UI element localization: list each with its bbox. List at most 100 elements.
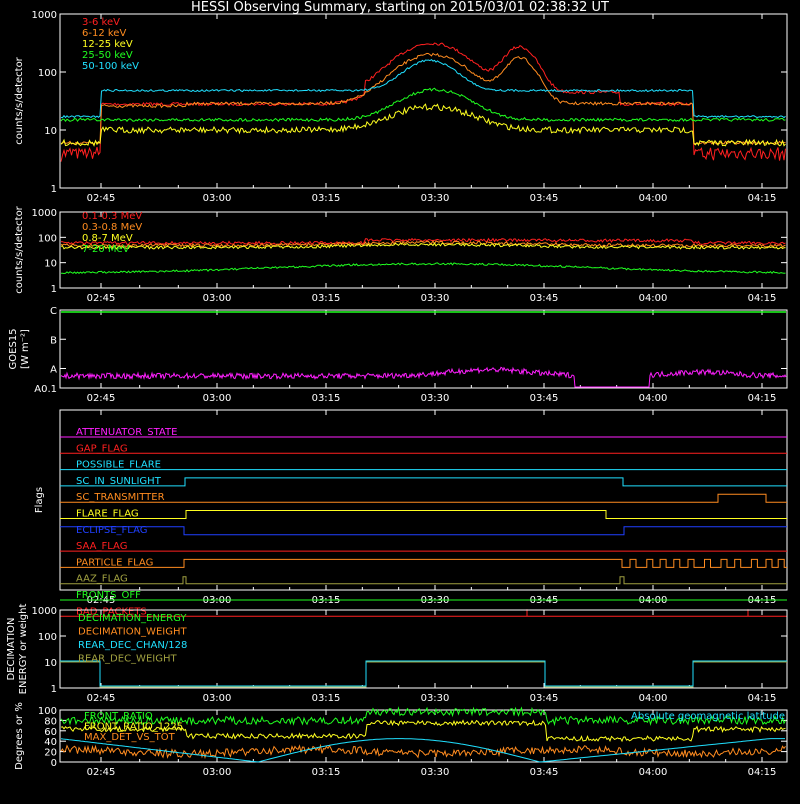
- ratios-frame: [59, 709, 788, 763]
- x-tick-label: 04:15: [748, 767, 777, 778]
- y-tick-label: 100: [38, 706, 57, 717]
- flag-label: GAP_FLAG: [76, 443, 128, 454]
- y-tick-label: 0: [51, 758, 57, 769]
- y-tick-label: 60: [44, 727, 57, 738]
- x-tick-label: 03:00: [203, 393, 232, 404]
- y-tick-label: B: [50, 335, 57, 346]
- legend-entry: 3-6 keV: [82, 17, 120, 28]
- x-tick-label: 03:15: [312, 193, 341, 204]
- y-tick-label: 40: [44, 737, 57, 748]
- y-tick-label: C: [50, 306, 57, 317]
- x-tick-label: 03:45: [530, 193, 559, 204]
- y-tick-label: A0.1: [34, 384, 57, 395]
- legend-entry: 12-25 keV: [82, 39, 133, 50]
- y-axis-label: counts/s/detector: [14, 56, 25, 144]
- x-tick-label: 04:00: [639, 767, 668, 778]
- x-tick-label: 03:45: [530, 393, 559, 404]
- y-axis-label-2: ENERGY or weight: [18, 604, 29, 695]
- y-tick-label: 10: [44, 658, 57, 669]
- series-0.3-0.8mev: [60, 239, 786, 248]
- flag-line: [60, 510, 787, 519]
- y-tick-label: 1: [51, 684, 57, 695]
- x-tick-label: 04:15: [748, 393, 777, 404]
- legend-entry: REAR_DEC_CHAN/128: [78, 640, 187, 651]
- x-tick-label: 04:15: [748, 193, 777, 204]
- series-geomagnetic-latitude: [60, 738, 785, 763]
- y-axis-label: counts/s/detector: [14, 205, 25, 293]
- x-tick-label: 03:15: [312, 293, 341, 304]
- y-axis-label: GOES15: [8, 328, 19, 369]
- x-tick-label: 04:00: [639, 293, 668, 304]
- flag-label: ATTENUATOR_STATE: [76, 427, 177, 438]
- flag-label: AAZ_FLAG: [76, 574, 128, 585]
- series-front-ratio: [60, 706, 786, 727]
- series-front-ratio-1225: [60, 719, 786, 743]
- y-axis-label: DECIMATION: [6, 617, 17, 680]
- x-tick-label: 04:00: [639, 193, 668, 204]
- series-50-100kev: [60, 58, 786, 119]
- legend-entry: 25-50 keV: [82, 50, 133, 61]
- y-tick-label: 100: [38, 68, 57, 79]
- highenergy-frame: [59, 211, 788, 289]
- x-tick-label: 04:00: [639, 693, 668, 704]
- x-tick-label: 03:30: [421, 193, 450, 204]
- legend-entry: Absolute geomagnetic latitude: [631, 711, 785, 722]
- flag-label: FRONTS_OFF: [76, 590, 141, 601]
- x-tick-label: 03:00: [203, 193, 232, 204]
- flag-label: SC_IN_SUNLIGHT: [76, 476, 162, 487]
- legend-entry: DECIMATION_WEIGHT: [78, 627, 187, 638]
- y-tick-label: 1000: [32, 606, 57, 617]
- x-tick-label: 02:45: [87, 393, 116, 404]
- x-tick-label: 03:30: [421, 693, 450, 704]
- legend-entry: REAR_DEC_WEIGHT: [78, 654, 177, 665]
- y-tick-label: 1000: [32, 208, 57, 219]
- x-tick-label: 03:15: [312, 693, 341, 704]
- y-tick-label: 80: [44, 716, 57, 727]
- x-tick-label: 03:45: [530, 693, 559, 704]
- legend-entry: FRONT_RATIO_1225: [84, 722, 183, 733]
- page-title: HESSI Observing Summary, starting on 201…: [191, 0, 609, 15]
- y-tick-label: 100: [38, 233, 57, 244]
- flag-line: [60, 526, 787, 536]
- x-tick-label: 03:15: [312, 767, 341, 778]
- x-tick-label: 04:15: [748, 293, 777, 304]
- legend-entry: 50-100 keV: [82, 61, 139, 72]
- flag-label: SAA_FLAG: [76, 541, 127, 552]
- y-tick-label: 100: [38, 632, 57, 643]
- flag-line: [60, 493, 787, 503]
- series-max-det-vs-tot: [60, 743, 786, 760]
- series-0.8-7mev: [60, 242, 786, 250]
- x-tick-label: 03:15: [312, 393, 341, 404]
- y-axis-label: Degrees or %: [14, 702, 25, 770]
- flags-frame: [59, 409, 788, 591]
- x-tick-label: 02:45: [87, 293, 116, 304]
- x-tick-label: 03:45: [530, 293, 559, 304]
- flag-label: SC_TRANSMITTER: [76, 492, 165, 503]
- flag-label: FLARE_FLAG: [76, 509, 139, 520]
- legend-entry: 0.1-0.3 MeV: [82, 211, 142, 222]
- flag-label: POSSIBLE_FLARE: [76, 460, 161, 471]
- lightcurves-frame: [59, 13, 788, 189]
- y-tick-label: 10: [44, 126, 57, 137]
- flag-label: PARTICLE_FLAG: [76, 557, 153, 568]
- x-tick-label: 04:00: [639, 393, 668, 404]
- series-3-6kev: [60, 42, 786, 162]
- legend-entry: DECIMATION_ENERGY: [78, 613, 187, 624]
- x-tick-label: 03:30: [421, 293, 450, 304]
- legend-entry: 6-12 keV: [82, 28, 126, 39]
- series-12-25kev: [60, 103, 786, 147]
- x-tick-label: 03:00: [203, 767, 232, 778]
- x-tick-label: 03:00: [203, 693, 232, 704]
- y-tick-label: 1: [51, 184, 57, 195]
- series-rear-dec-weight: [60, 661, 787, 688]
- y-tick-label: 1000: [32, 10, 57, 21]
- series-0.1-0.3mev: [60, 237, 786, 246]
- series-25-50kev: [60, 87, 786, 123]
- y-tick-label: 10: [44, 259, 57, 270]
- series-rear-dec-chan: [60, 660, 787, 687]
- flag-label: BAD_PACKETS: [76, 606, 147, 617]
- y-tick-label: A: [50, 365, 57, 376]
- flag-label: ECLIPSE_FLAG: [76, 525, 147, 536]
